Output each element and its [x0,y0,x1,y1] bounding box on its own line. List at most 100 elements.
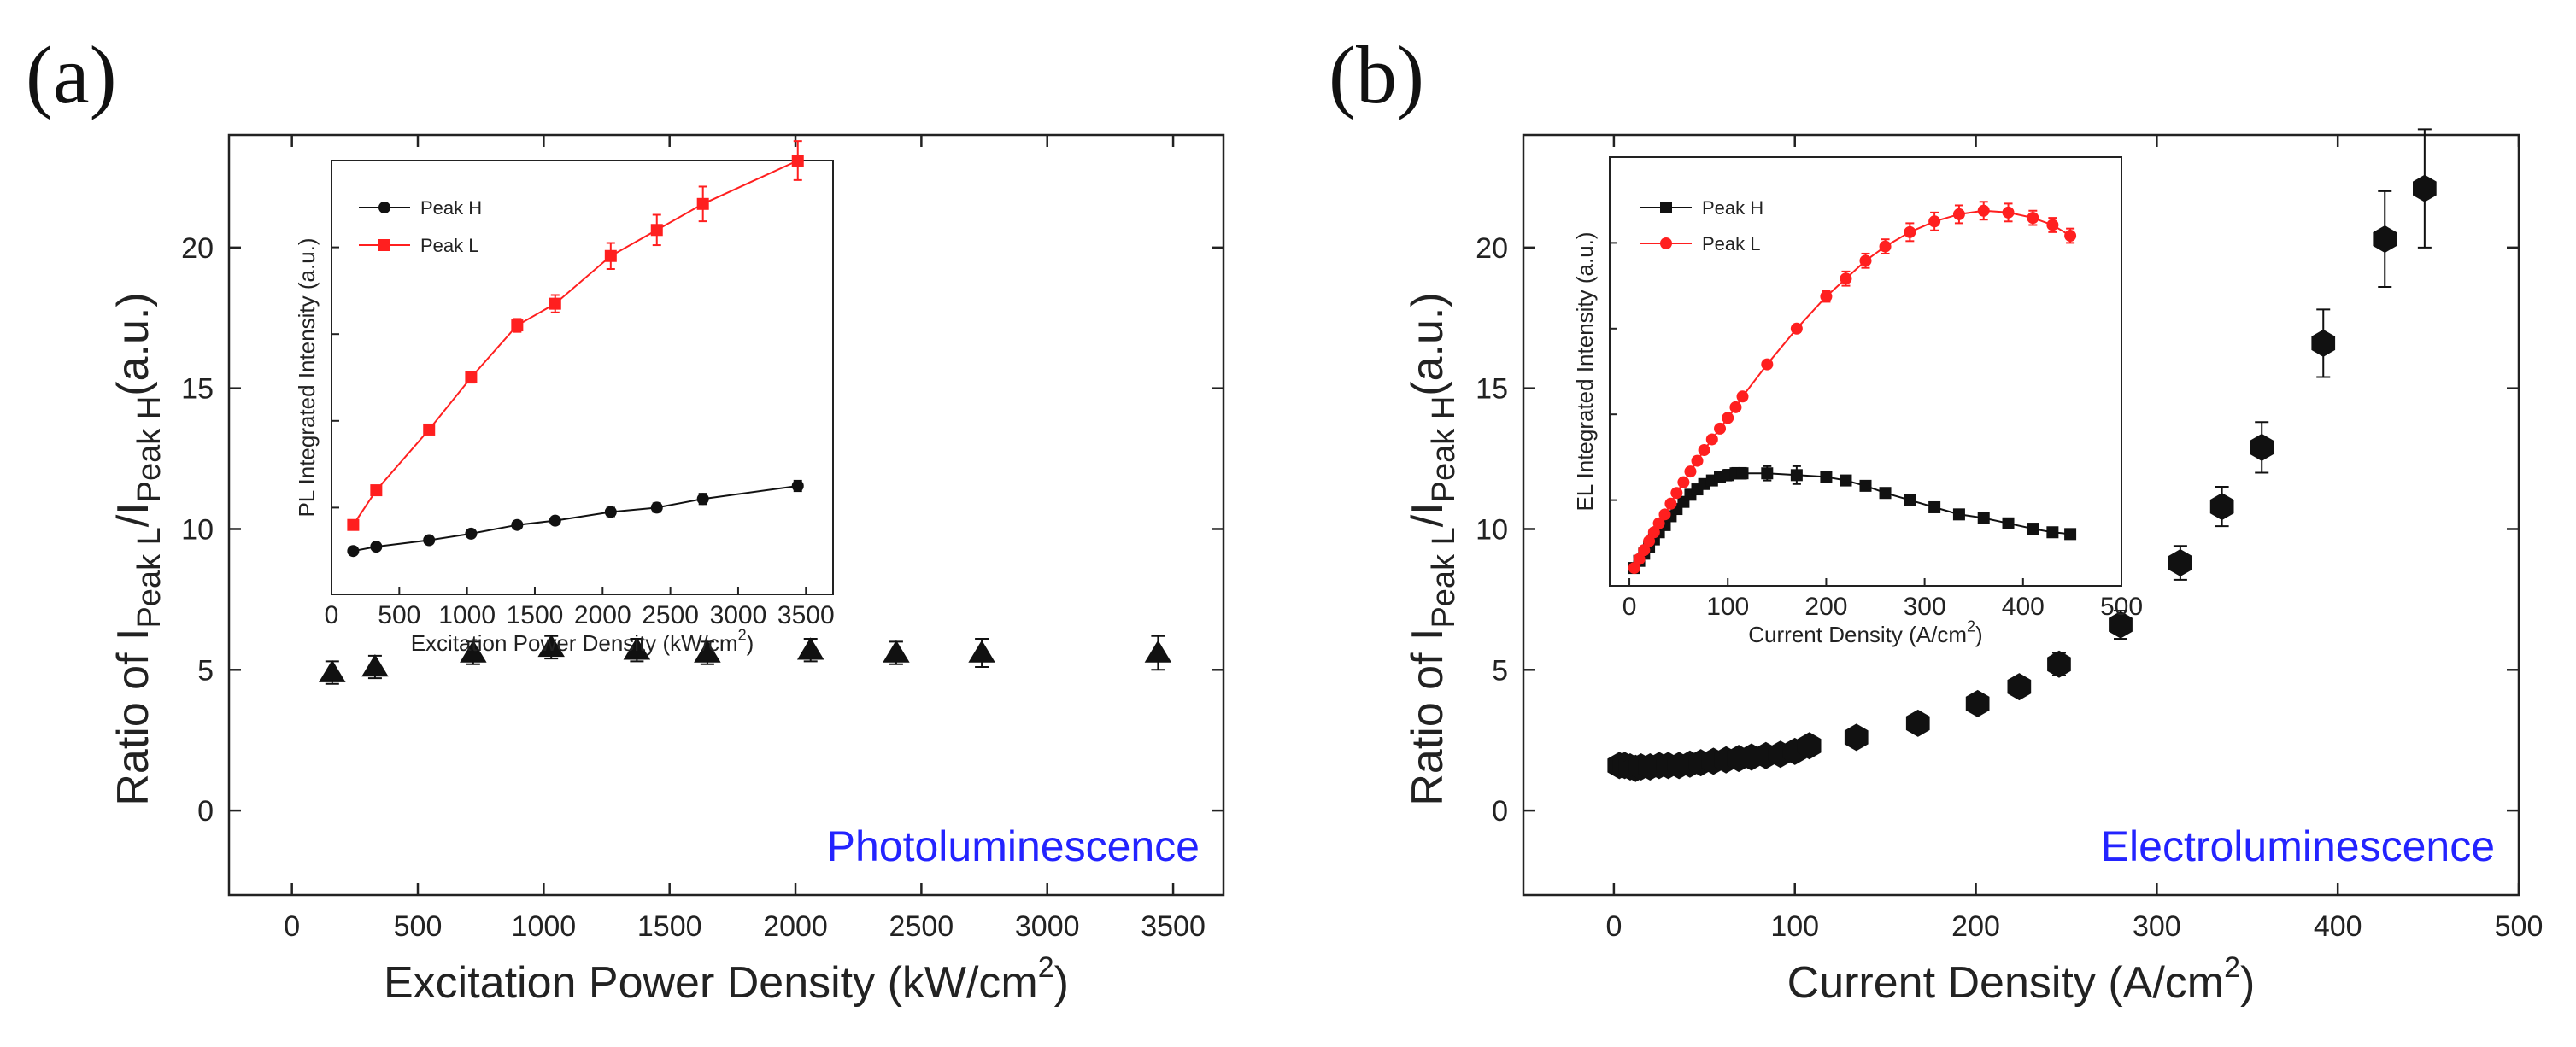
b_main-y-tick-label: 10 [1476,513,1508,546]
chart-b-inset: 0 100 200 300 400 500 Current Density (A/cm2) E… [1572,156,2143,647]
a_main-point [796,637,824,660]
b_inset-point [1691,454,1704,467]
a_main-point [319,659,346,682]
b_inset-point [1664,497,1677,510]
a_main-point [361,654,389,677]
b_main-x-tick-label: 100 [1770,910,1819,943]
b_main-xlabel: Current Density (A/cm2) [1787,951,2256,1008]
b_main-point [2413,174,2437,202]
a_inset-legend-marker [378,239,390,251]
b_inset-point [1952,508,1965,521]
a_main-y-tick-label: 15 [181,373,214,406]
b_inset-point [2027,523,2039,535]
a_inset-x-tick-label: 3500 [777,601,835,629]
a_inset-legend-marker [378,202,390,213]
b_main-ylabel: Ratio of IPeak L/IPeak H(a.u.) [1403,292,1462,805]
b_inset-point [1879,240,1892,253]
b_inset-legend-label: Peak H [1702,197,1763,219]
b_inset-point [1820,471,1833,483]
a_main-xlabel: Excitation Power Density (kW/cm2) [384,951,1069,1008]
b_inset-point [1670,487,1683,500]
b_main-y-tick-label: 15 [1476,373,1508,406]
b_inset-point [2064,230,2077,243]
b_inset-x-tick-label: 400 [2002,593,2045,621]
b_inset-point [1643,535,1656,547]
b_inset-point [1977,204,1990,217]
b_inset-point [1904,225,1916,238]
a_main-x-tick-label: 2000 [763,910,828,943]
b_inset-point [1638,544,1651,557]
a_inset-legend-label: Peak H [420,197,482,219]
a_main-annotation: Photoluminescence [827,822,1200,870]
a_inset-point [696,197,709,210]
b_main-point [2373,225,2397,253]
a_inset-series-line-peak-l [352,160,799,526]
a_main-frame [227,133,1225,897]
b_inset-point [1736,467,1749,480]
b_main-point [2007,673,2032,701]
b_main-x-tick-label: 400 [2314,910,2362,943]
a_inset-point [347,518,360,531]
b_inset-point [1722,412,1734,424]
b_inset-point [1684,465,1697,478]
a_inset-point [791,155,804,167]
b_inset-point [2064,528,2077,541]
b_inset-point [1705,433,1718,446]
a_inset-point [347,545,360,558]
a_inset-x-tick-label: 500 [378,601,420,629]
a_inset-point [423,534,436,547]
a_inset-ylabel: PL Integrated Intensity (a.u.) [294,237,320,517]
a_inset-x-tick-label: 0 [325,601,339,629]
a_inset-point [604,506,617,518]
b_main-y-tick-label: 20 [1476,232,1508,265]
b_inset-point [1790,469,1803,482]
b_inset-point [2002,517,2015,529]
b_inset-point [1698,444,1710,457]
b_inset-point [1628,562,1640,575]
a_main-x-tick-label: 1500 [637,910,702,943]
a_main-point [460,640,487,663]
b_main-point [2047,650,2071,678]
a_inset-point [370,541,383,553]
a_main-point [883,640,910,663]
chart-a-main: 0 500 1000 1500 2000 2500 3000 3500 0 5 10 15 20 Exci… [109,133,1225,1008]
a_main-x-tick-label: 2500 [889,910,954,943]
b_main-annotation: Electroluminescence [2101,822,2495,870]
b_inset-point [1928,500,1941,513]
b_inset-xlabel: Current Density (A/cm2) [1748,617,1982,647]
a_main-x-tick-label: 1000 [512,910,577,943]
a_main-point [968,640,995,663]
a_main-point [1144,640,1172,663]
a_inset-point [511,518,524,531]
b_inset-point [1633,553,1646,565]
b_inset-point [1677,476,1690,488]
b_main-point [2209,493,2234,521]
a_main-y-tick-label: 5 [197,654,214,687]
a_inset-xlabel: Excitation Power Density (kW/cm2) [411,626,754,656]
a_main-x-tick-label: 3000 [1015,910,1080,943]
a_main-y-tick-label: 0 [197,795,214,828]
b_inset-point [2027,212,2039,225]
b_inset-point [1736,390,1749,403]
a_inset-x-tick-label: 1500 [507,601,564,629]
b_inset-ylabel: EL Integrated Intensity (a.u.) [1572,231,1598,511]
chart-a-inset: 0 500 1000 1500 2000 2500 3000 3500 Excitation P… [294,140,835,656]
a_inset-point [650,501,663,514]
b_inset-point [1840,474,1852,487]
b_inset-point [1761,358,1774,371]
b_inset-point [1647,526,1660,539]
a_inset-x-tick-label: 2000 [574,601,631,629]
b_inset-point [1840,272,1852,285]
b_main-point [2109,611,2133,639]
b_main-x-tick-label: 200 [1951,910,2000,943]
b_inset-x-tick-label: 300 [1904,593,1946,621]
a_main-x-tick-label: 500 [394,910,443,943]
b_main-point [1965,689,1990,717]
a_main-point [537,634,565,658]
panel-label-b: (b) [1329,29,1424,120]
a_inset-point [465,371,478,383]
b_main-x-tick-label: 0 [1605,910,1622,943]
b_inset-point [1904,494,1916,506]
a_inset-point [696,493,709,506]
